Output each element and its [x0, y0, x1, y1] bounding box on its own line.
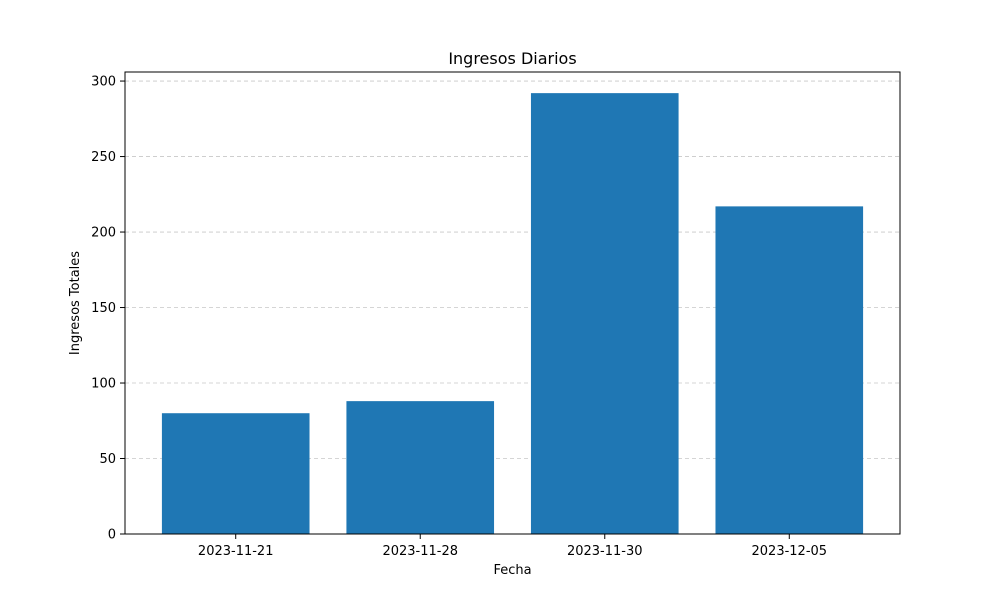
x-tick-label: 2023-11-30	[567, 544, 643, 559]
y-tick-label: 150	[91, 301, 116, 316]
y-tick-label: 200	[91, 226, 116, 241]
chart-title: Ingresos Diarios	[448, 49, 576, 68]
bar	[530, 93, 679, 534]
x-axis-title: Fecha	[493, 563, 531, 578]
bar	[346, 401, 495, 534]
x-tick-label: 2023-12-05	[752, 544, 828, 559]
x-axis-ticks: 2023-11-21 2023-11-28 2023-11-30 2023-12-05	[198, 534, 827, 559]
bar	[161, 413, 310, 534]
y-tick-label: 250	[91, 150, 116, 165]
bars	[161, 93, 864, 534]
y-tick-label: 300	[91, 75, 116, 90]
y-tick-label: 100	[91, 377, 116, 392]
y-tick-label: 50	[99, 452, 116, 467]
y-axis-title: Ingresos Totales	[68, 251, 83, 355]
x-tick-label: 2023-11-28	[382, 544, 458, 559]
axes-frame	[124, 71, 901, 535]
y-tick-label: 0	[108, 528, 116, 543]
x-tick-label: 2023-11-21	[198, 544, 274, 559]
y-axis-ticks: 0 50 100 150 200 250 300	[91, 75, 125, 543]
bar	[715, 206, 864, 534]
